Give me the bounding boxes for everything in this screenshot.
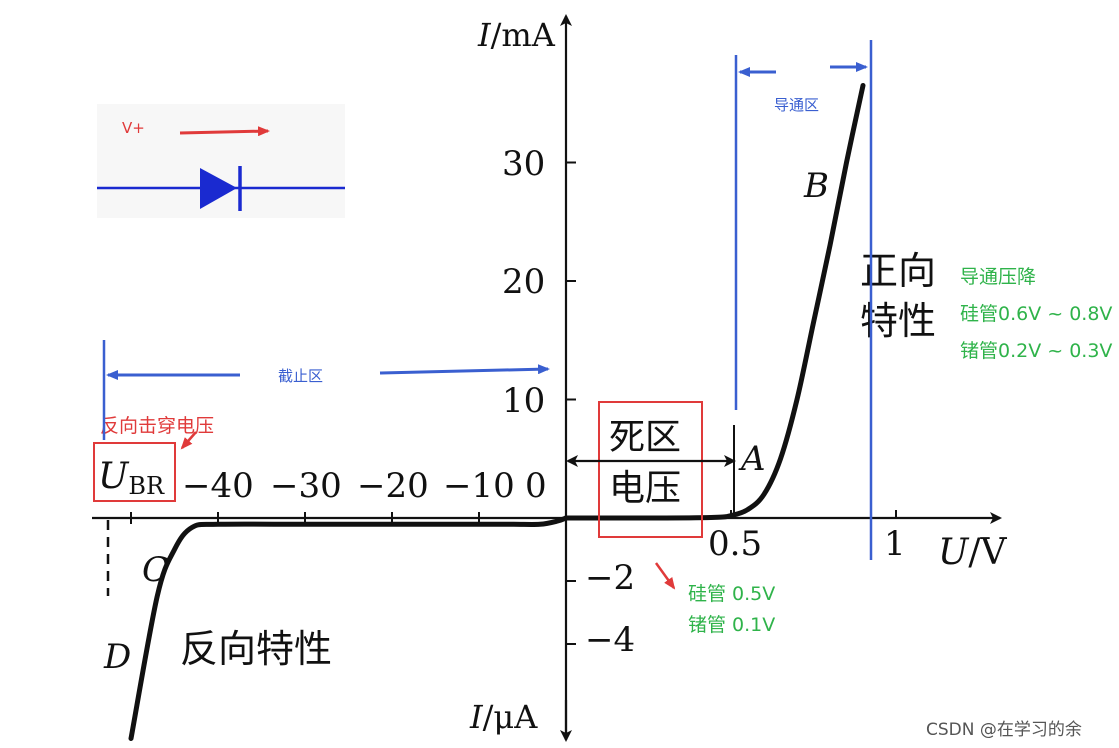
y-tick-label: 10: [502, 381, 545, 421]
forward-label-line1: 正向: [860, 249, 936, 293]
cutoff-arrow-right: [379, 364, 550, 375]
forward-characteristic-curve: [563, 83, 866, 521]
axes: [92, 14, 1002, 742]
diode-inset-bg: [97, 104, 345, 218]
breakdown-voltage-label: 反向击穿电压: [100, 415, 214, 437]
x-tick-label: −30: [270, 466, 342, 506]
y-tick-label: −2: [585, 558, 635, 598]
forward-drop-ge: 锗管0.2V ~ 0.3V: [960, 340, 1112, 362]
forward-drop-title: 导通压降: [960, 266, 1036, 288]
dead-zone-si-note: 硅管 0.5V: [688, 583, 775, 605]
dead-zone-label-line1: 死区: [609, 417, 681, 458]
diode-triangle-icon: [200, 168, 237, 209]
forward-label-line2: 特性: [860, 299, 936, 343]
dead-zone-label-line2: 电压: [609, 468, 681, 509]
tick-marks: [130, 161, 897, 645]
diode-inset: V+: [97, 104, 345, 218]
y-tick-label: −4: [585, 620, 635, 660]
diode-current-arrow: [179, 126, 270, 137]
point-label-c: C: [142, 550, 168, 590]
x-tick-label: 0.5: [708, 524, 762, 564]
watermark: CSDN @在学习的余: [926, 720, 1082, 740]
x-tick-label: −20: [357, 466, 429, 506]
y-axis-title-bottom: I/μA: [469, 698, 538, 736]
point-label-d: D: [103, 637, 131, 677]
y-axis-title-top: I/mA: [477, 16, 556, 54]
ubr-label: UBR: [98, 456, 165, 500]
reverse-label: 反向特性: [180, 627, 332, 671]
x-tick-label: 1: [884, 524, 906, 564]
point-label-b: B: [803, 166, 829, 206]
cutoff-region-label: 截止区: [278, 367, 323, 385]
breakdown-red-arrow: [180, 431, 197, 450]
tick-labels: −40 −30 −20 −10 0 0.5 1 30 20 10 −2 −4: [182, 144, 906, 660]
forward-drop-si: 硅管0.6V ~ 0.8V: [960, 303, 1112, 325]
reverse-characteristic-curve: [128, 515, 569, 741]
x-tick-label: −10: [443, 466, 515, 506]
conduction-region-label: 导通区: [774, 96, 819, 114]
y-tick-label: 30: [502, 144, 545, 184]
x-tick-label: −40: [182, 466, 254, 506]
x-tick-label: 0: [525, 466, 547, 506]
point-labels: A B C D: [103, 166, 829, 677]
point-label-a: A: [738, 439, 766, 479]
ubr-box: [93, 442, 176, 502]
diode-label: V+: [122, 119, 145, 137]
dead-zone-red-arrow: [654, 562, 676, 590]
dead-zone-box: [598, 401, 703, 538]
y-tick-label: 20: [502, 262, 545, 302]
x-axis-title: U/V: [938, 532, 1007, 573]
dead-zone-ge-note: 锗管 0.1V: [688, 614, 775, 636]
